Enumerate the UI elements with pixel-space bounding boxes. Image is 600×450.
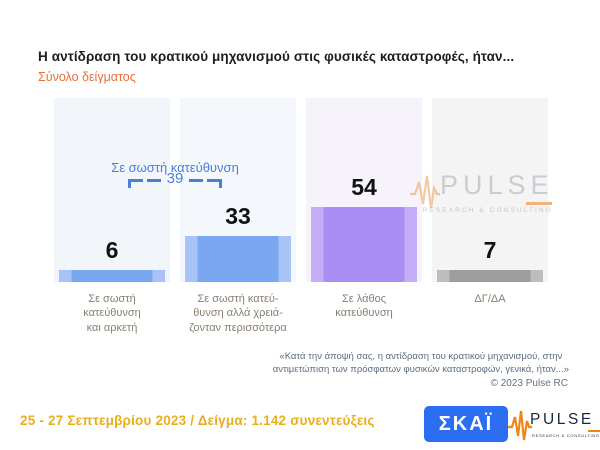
bracket-corner-left xyxy=(127,179,143,188)
category-label: Σε σωστή κατεύ- θυνση αλλά χρειά- ζονταν… xyxy=(189,293,287,334)
pulse-waveform-icon xyxy=(508,410,532,441)
column-panel: PULSE RESEARCH & CONSULTING 7 xyxy=(410,98,552,282)
bar-value-label: 33 xyxy=(225,203,251,229)
pulse-watermark-wordmark: PULSE xyxy=(440,170,554,200)
skai-logo: ΣΚΑΪ xyxy=(424,406,508,442)
bar-chart: 6 33 54 PULSE RESEARCH & CONSULTING xyxy=(54,98,552,282)
pulse-watermark: PULSE RESEARCH & CONSULTING xyxy=(410,170,554,217)
group-annotation: Σε σωστή κατεύθυνση 39 xyxy=(54,160,296,188)
bracket-dash xyxy=(146,179,161,182)
bracket-corner-right xyxy=(207,179,223,188)
bar xyxy=(436,270,544,282)
question-footnote: «Κατά την άποψή σας, η αντίδραση του κρα… xyxy=(272,351,569,376)
category-labels: Σε σωστή κατεύθυνση και αρκετή Σε σωστή … xyxy=(54,292,548,335)
pulse-logo-tagline: RESEARCH & CONSULTING xyxy=(532,433,600,438)
page-title: Η αντίδραση του κρατικού μηχανισμού στις… xyxy=(38,49,515,64)
category-label: Σε σωστή κατεύθυνση και αρκετή xyxy=(83,293,141,334)
pulse-logo-accent xyxy=(587,430,600,432)
group-annotation-value: 39 xyxy=(166,170,184,187)
pulse-logo: PULSE RESEARCH & CONSULTING xyxy=(508,403,600,447)
group-bracket: 39 xyxy=(54,171,296,188)
bar xyxy=(58,270,166,282)
bar-value-label: 54 xyxy=(351,174,377,200)
copyright: © 2023 Pulse RC xyxy=(490,378,568,389)
column-panel: 33 xyxy=(180,98,296,282)
column-panel: 54 xyxy=(306,98,422,282)
bar-value-label: 7 xyxy=(483,237,497,263)
sample-subtitle: Σύνολο δείγματος xyxy=(38,70,136,84)
column-panel: 6 xyxy=(54,98,170,282)
category-label: ΔΓ/ΔΑ xyxy=(474,293,506,305)
fieldwork-sample-line: 25 - 27 Σεπτεμβρίου 2023 / Δείγμα: 1.142… xyxy=(20,413,375,428)
pulse-logo-wordmark: PULSE xyxy=(530,411,594,428)
pulse-watermark-tagline: RESEARCH & CONSULTING xyxy=(422,206,553,214)
bar xyxy=(184,236,292,282)
bar-value-label: 6 xyxy=(105,237,119,263)
pulse-watermark-accent xyxy=(525,202,552,205)
bracket-dash xyxy=(189,179,204,182)
bar xyxy=(310,207,418,282)
group-annotation-label: Σε σωστή κατεύθυνση xyxy=(111,160,239,175)
category-label: Σε λάθος κατεύθυνση xyxy=(335,293,393,320)
